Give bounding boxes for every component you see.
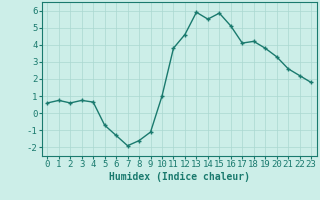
X-axis label: Humidex (Indice chaleur): Humidex (Indice chaleur): [109, 172, 250, 182]
